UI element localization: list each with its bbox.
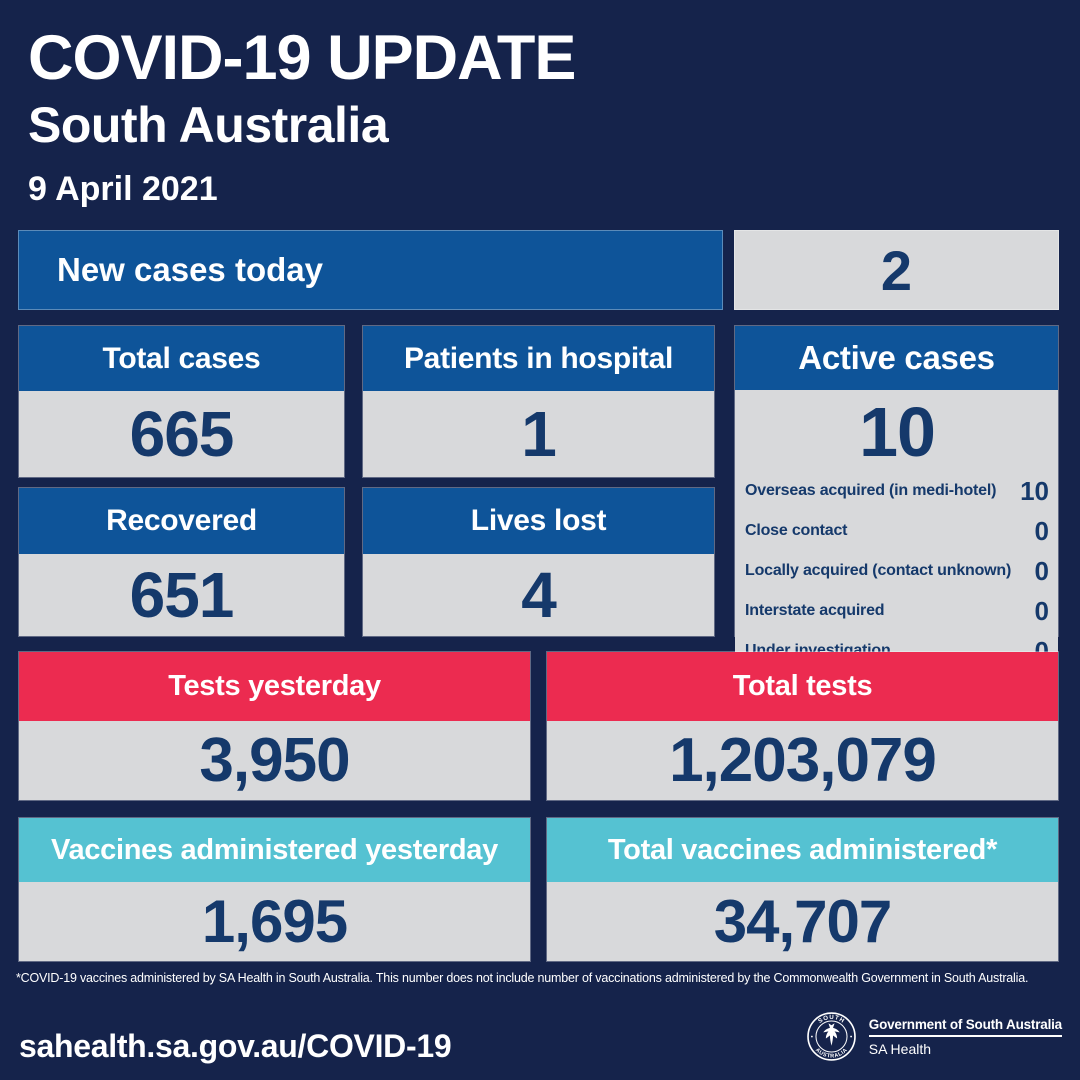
- total-cases-label: Total cases: [19, 326, 344, 391]
- vaccines-footnote: *COVID-19 vaccines administered by SA He…: [16, 971, 1029, 985]
- total-tests-label: Total tests: [547, 652, 1058, 721]
- breakdown-label: Locally acquired (contact unknown): [745, 562, 1012, 579]
- recovered-card: Recovered 651: [18, 487, 345, 637]
- breakdown-value: 0: [1034, 595, 1049, 626]
- patients-in-hospital-label: Patients in hospital: [363, 326, 714, 391]
- svg-text:AUSTRALIA: AUSTRALIA: [814, 1047, 849, 1059]
- breakdown-value: 0: [1034, 555, 1049, 586]
- breakdown-row: Close contact 0: [745, 516, 1049, 547]
- lives-lost-value: 4: [363, 554, 714, 636]
- sa-health-url: sahealth.sa.gov.au/COVID-19: [19, 1028, 452, 1064]
- total-vaccines-value: 34,707: [547, 882, 1058, 961]
- government-label: Government of South Australia: [868, 1016, 1062, 1032]
- new-cases-value: 2: [734, 230, 1059, 310]
- breakdown-row: Overseas acquired (in medi-hotel) 10: [745, 476, 1049, 507]
- total-tests-value: 1,203,079: [547, 721, 1058, 800]
- total-tests-card: Total tests 1,203,079: [546, 651, 1059, 801]
- breakdown-label: Overseas acquired (in medi-hotel): [745, 482, 997, 499]
- government-logo: SOUTH AUSTRALIA Government of South Aust…: [806, 1012, 1062, 1061]
- government-logo-text: Government of South Australia SA Health: [868, 1016, 1062, 1057]
- masthead: COVID-19 UPDATE South Australia 9 April …: [28, 23, 1052, 209]
- piping-shrike-bird-icon: [823, 1023, 840, 1046]
- sa-health-label: SA Health: [868, 1040, 932, 1057]
- tests-yesterday-card: Tests yesterday 3,950: [18, 651, 531, 801]
- logo-divider: [868, 1034, 1062, 1037]
- breakdown-value: 0: [1034, 515, 1049, 546]
- piping-shrike-emblem-icon: SOUTH AUSTRALIA: [806, 1012, 856, 1061]
- new-cases-label: New cases today: [18, 230, 723, 310]
- emblem-text-bottom: AUSTRALIA: [814, 1047, 849, 1059]
- recovered-label: Recovered: [19, 488, 344, 554]
- total-cases-card: Total cases 665: [18, 325, 345, 478]
- vaccines-yesterday-value: 1,695: [19, 882, 530, 961]
- active-cases-value: 10: [859, 393, 936, 471]
- active-cases-body: 10 Overseas acquired (in medi-hotel) 10 …: [735, 390, 1058, 679]
- emblem-text-top: SOUTH: [817, 1014, 845, 1025]
- breakdown-row: Locally acquired (contact unknown) 0: [745, 556, 1049, 587]
- breakdown-label: Interstate acquired: [745, 602, 885, 619]
- tests-yesterday-value: 3,950: [19, 721, 530, 800]
- vaccines-yesterday-label: Vaccines administered yesterday: [19, 818, 530, 882]
- total-vaccines-card: Total vaccines administered* 34,707: [546, 817, 1059, 962]
- report-date: 9 April 2021: [28, 169, 218, 208]
- patients-in-hospital-card: Patients in hospital 1: [362, 325, 715, 478]
- page-title: COVID-19 UPDATE: [28, 23, 576, 93]
- lives-lost-label: Lives lost: [363, 488, 714, 554]
- active-cases-breakdown: Overseas acquired (in medi-hotel) 10 Clo…: [745, 476, 1049, 667]
- breakdown-label: Close contact: [745, 522, 848, 539]
- active-cases-card: Active cases 10 Overseas acquired (in me…: [734, 325, 1059, 679]
- lives-lost-card: Lives lost 4: [362, 487, 715, 637]
- breakdown-value: 10: [1020, 475, 1049, 506]
- total-cases-value: 665: [19, 391, 344, 477]
- tests-yesterday-label: Tests yesterday: [19, 652, 530, 721]
- recovered-value: 651: [19, 554, 344, 636]
- total-vaccines-label: Total vaccines administered*: [547, 818, 1058, 882]
- breakdown-row: Interstate acquired 0: [745, 596, 1049, 627]
- active-cases-label: Active cases: [735, 326, 1058, 390]
- page-subtitle: South Australia: [28, 96, 389, 153]
- svg-text:SOUTH: SOUTH: [817, 1014, 846, 1025]
- patients-in-hospital-value: 1: [363, 391, 714, 477]
- vaccines-yesterday-card: Vaccines administered yesterday 1,695: [18, 817, 531, 962]
